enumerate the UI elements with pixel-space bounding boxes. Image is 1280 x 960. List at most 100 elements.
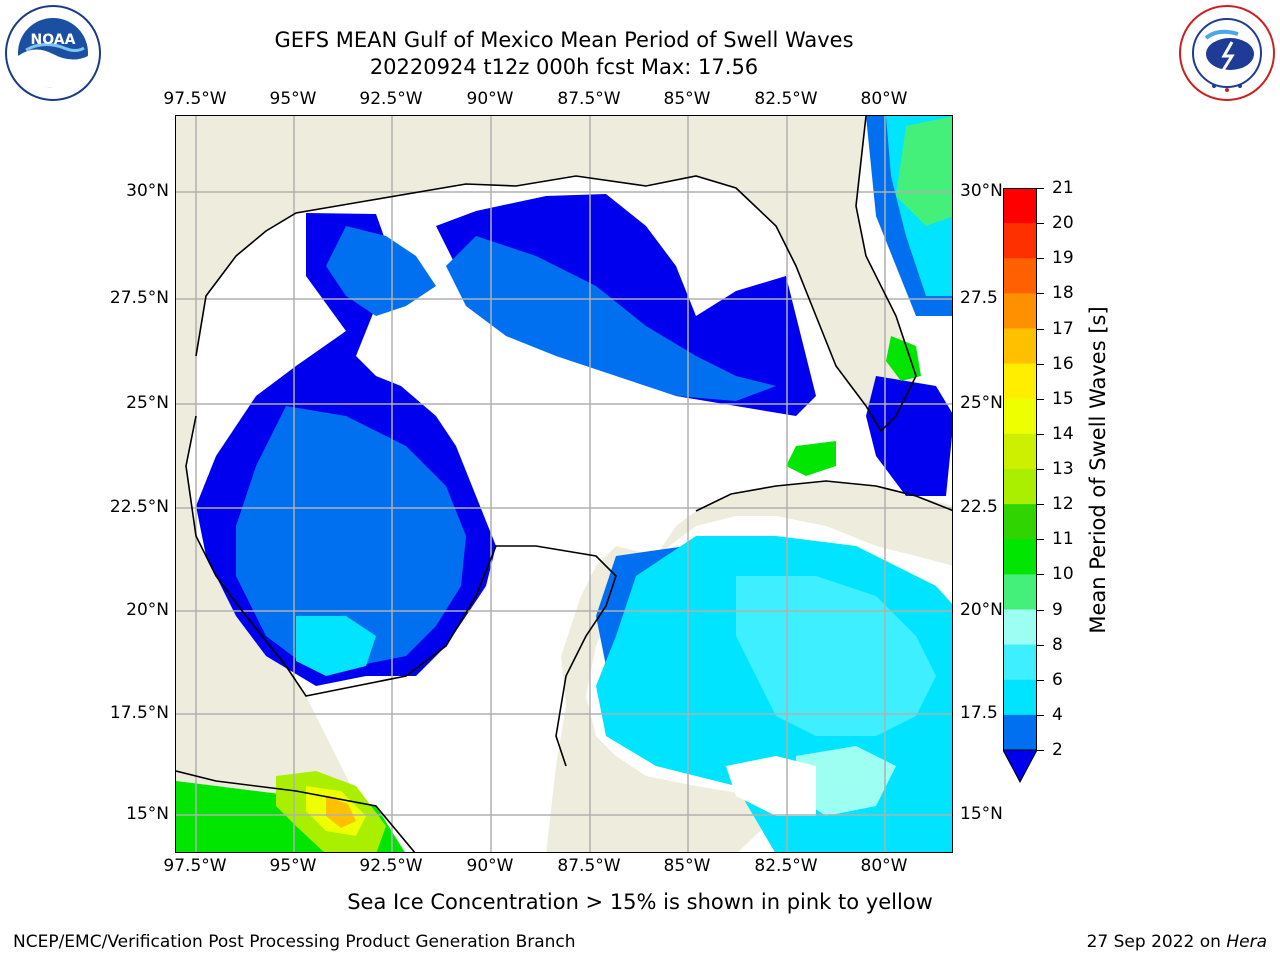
colorbar-tick-label: 11 — [1052, 529, 1074, 550]
lat-tick-label: 20°N — [126, 600, 169, 620]
lon-tick-label: 82.5°W — [754, 89, 818, 109]
colorbar-tick-label: 13 — [1052, 459, 1074, 479]
swell-period-contour — [796, 746, 896, 816]
map-gridlines — [176, 116, 952, 852]
lon-tick-label: 90°W — [466, 856, 514, 876]
swell-period-contour — [866, 376, 952, 496]
swell-period-contour — [326, 226, 436, 316]
nws-logo — [1178, 4, 1276, 102]
lat-tick-label: 15°N — [126, 804, 169, 824]
colorbar-band — [1003, 433, 1037, 470]
footer-date: 27 Sep 2022 on Hera — [1087, 932, 1267, 952]
colorbar-tick-mark — [1037, 433, 1044, 435]
colorbar-tick-mark — [1037, 293, 1044, 295]
lon-tick-label: 85°W — [663, 856, 711, 876]
colorbar-tick-mark — [1037, 363, 1044, 365]
lat-tick-label: 30°N — [126, 181, 169, 201]
colorbar-tick-mark — [1037, 539, 1044, 541]
lat-tick-label: 22.5 — [960, 497, 998, 517]
colorbar-tick-mark — [1037, 644, 1044, 646]
swell-period-contour — [886, 336, 921, 381]
colorbar-band — [1003, 258, 1037, 294]
colorbar-tick-mark — [1037, 258, 1044, 260]
colorbar-band — [1003, 504, 1037, 540]
swell-period-contour — [446, 236, 776, 401]
colorbar-tick-label: 9 — [1052, 599, 1063, 620]
lat-tick-label: 20°N — [960, 600, 1003, 620]
coastline — [695, 480, 952, 512]
coastline — [185, 415, 617, 767]
colorbar-tick-mark — [1037, 223, 1044, 225]
colorbar-band — [1003, 539, 1037, 575]
colorbar-tick-label: 20 — [1052, 213, 1074, 234]
lat-tick-label: 30°N — [960, 181, 1003, 201]
sea-ice-note: Sea Ice Concentration > 15% is shown in … — [347, 890, 933, 914]
map-canvas — [176, 116, 952, 852]
colorbar-tick-label: 2 — [1052, 740, 1063, 760]
colorbar-tick-mark — [1037, 609, 1044, 611]
lat-tick-label: 15°N — [960, 804, 1003, 824]
colorbar-band — [1003, 714, 1037, 751]
colorbar-tick-label: 12 — [1052, 494, 1074, 515]
colorbar-band — [1003, 328, 1037, 365]
colorbar-tick-label: 8 — [1052, 634, 1063, 655]
colorbar-tick-mark — [1037, 469, 1044, 470]
colorbar-tick-mark — [1037, 679, 1044, 681]
colorbar-band — [1003, 398, 1037, 435]
lon-tick-label: 80°W — [860, 856, 908, 876]
swell-period-contour — [296, 616, 376, 676]
swell-period-contour — [726, 756, 816, 816]
colorbar-tick-mark — [1037, 504, 1044, 506]
colorbar-band — [1003, 188, 1037, 224]
lon-tick-label: 97.5°W — [163, 89, 227, 109]
colorbar-tick-mark — [1037, 328, 1044, 330]
lon-tick-label: 82.5°W — [754, 856, 818, 876]
colorbar-swatches — [1002, 188, 1038, 784]
lon-tick-label: 80°W — [860, 89, 908, 109]
colorbar-tick-label: 10 — [1052, 564, 1074, 585]
swell-period-contour — [326, 796, 356, 828]
noaa-logo: NOAA — [4, 4, 102, 102]
swell-period-contour — [896, 116, 952, 226]
colorbar-band — [1003, 223, 1037, 259]
colorbar-tick-label: 16 — [1052, 353, 1074, 374]
lat-tick-label: 25°N — [126, 393, 169, 413]
footer-date-text: 27 Sep 2022 on — [1086, 932, 1227, 952]
map-panel — [175, 115, 953, 853]
swell-period-contour — [786, 441, 836, 476]
footer-host: Hera — [1226, 932, 1267, 952]
colorbar-tick-mark — [1037, 188, 1044, 189]
lat-tick-label: 27.5 — [960, 288, 998, 308]
footer-credit: NCEP/EMC/Verification Post Processing Pr… — [13, 932, 576, 952]
colorbar-band — [1003, 609, 1037, 646]
noaa-logo-text: NOAA — [31, 32, 76, 48]
colorbar-band — [1003, 679, 1037, 716]
colorbar-tick-label: 6 — [1052, 669, 1063, 690]
colorbar-band — [1003, 574, 1037, 610]
colorbar-tick-label: 18 — [1052, 283, 1074, 304]
coastline — [176, 770, 416, 852]
colorbar-tick-label: 15 — [1052, 388, 1074, 409]
colorbar-band — [1003, 293, 1037, 329]
colorbar — [1002, 188, 1038, 784]
lon-tick-label: 95°W — [269, 856, 317, 876]
colorbar-band — [1003, 363, 1037, 400]
colorbar-tick-mark — [1037, 574, 1044, 576]
lat-tick-label: 22.5°N — [109, 497, 169, 517]
colorbar-tick-label: 17 — [1052, 318, 1074, 339]
colorbar-tick-label: 19 — [1052, 248, 1074, 269]
lon-tick-label: 92.5°W — [359, 89, 423, 109]
lon-tick-label: 87.5°W — [557, 856, 621, 876]
chart-subtitle-forecast: 20220924 t12z 000h fcst Max: 17.56 — [369, 55, 759, 79]
swell-period-contour — [436, 194, 816, 416]
lat-tick-label: 27.5°N — [109, 288, 169, 308]
lat-tick-label: 25°N — [960, 393, 1003, 413]
colorbar-tick-label: 4 — [1052, 704, 1063, 725]
swell-period-contour — [736, 576, 936, 736]
colorbar-band — [1003, 644, 1037, 681]
colorbar-label: Mean Period of Swell Waves [s] — [1086, 306, 1110, 634]
colorbar-band — [1003, 469, 1037, 505]
lon-tick-label: 90°W — [466, 89, 514, 109]
coastline — [195, 116, 917, 433]
lon-tick-label: 92.5°W — [359, 856, 423, 876]
